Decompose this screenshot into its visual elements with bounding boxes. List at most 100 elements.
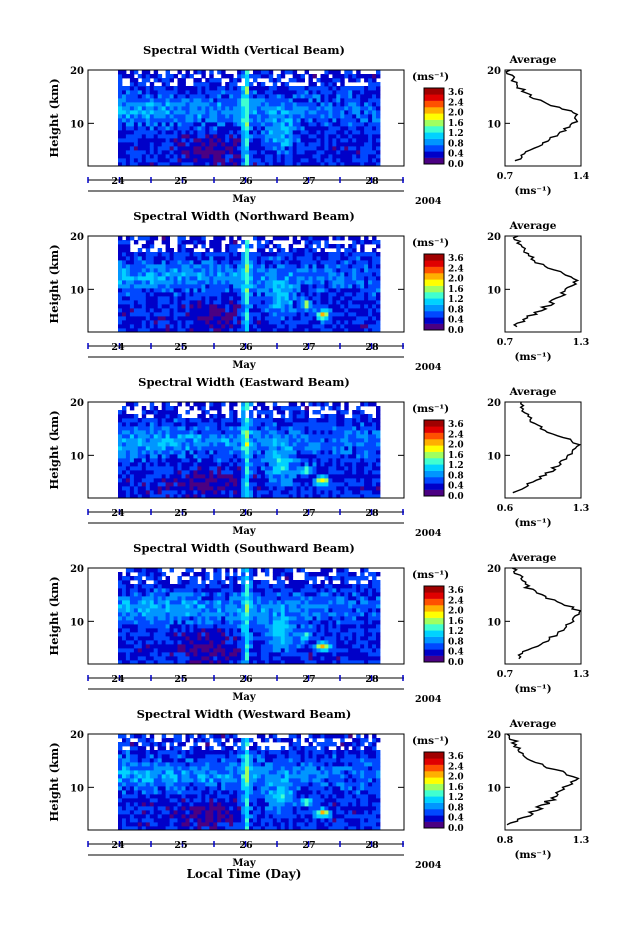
- heatmap-cell: [344, 466, 349, 471]
- heatmap-cell: [356, 114, 361, 119]
- heatmap-cell: [368, 316, 373, 321]
- heatmap-cell: [125, 588, 131, 593]
- heatmap-cell: [225, 82, 230, 87]
- heatmap-cell: [280, 450, 286, 455]
- heatmap-cell: [193, 442, 198, 447]
- heatmap-cell: [260, 142, 266, 147]
- heatmap-cell: [368, 470, 373, 475]
- heatmap-cell: [304, 434, 309, 439]
- heatmap-cell: [260, 162, 266, 167]
- heatmap-cell: [372, 430, 377, 435]
- heatmap-cell: [372, 256, 377, 261]
- heatmap-cell: [133, 264, 139, 269]
- heatmap-cell: [149, 588, 155, 593]
- heatmap-cell: [348, 288, 353, 293]
- heatmap-cell: [122, 490, 127, 495]
- heatmap-cell: [205, 252, 210, 257]
- heatmap-cell: [276, 150, 282, 155]
- heatmap-cell: [328, 446, 333, 451]
- heatmap-cell: [145, 154, 151, 159]
- heatmap-cell: [332, 312, 337, 317]
- month-label: May: [232, 194, 257, 205]
- heatmap-cell: [118, 474, 123, 479]
- heatmap-cell: [137, 122, 143, 127]
- heatmap-cell: [372, 118, 377, 123]
- heatmap-cell: [237, 236, 242, 241]
- heatmap-cell: [280, 292, 286, 297]
- colorbar-segment: [424, 88, 444, 95]
- heatmap-cell: [165, 482, 170, 487]
- heatmap-cell: [253, 418, 258, 423]
- heatmap-cell: [157, 422, 163, 427]
- heatmap-cell: [312, 410, 317, 415]
- heatmap-cell: [272, 316, 278, 321]
- heatmap-cell: [256, 470, 262, 475]
- heatmap-cell: [312, 138, 317, 143]
- heatmap-cell: [118, 486, 123, 491]
- heatmap-cell: [237, 244, 242, 249]
- heatmap-cell: [352, 134, 357, 139]
- heatmap-cell: [316, 422, 321, 427]
- heatmap-cell: [340, 256, 345, 261]
- heatmap-cell: [161, 572, 167, 577]
- heatmap-cell: [376, 130, 381, 135]
- heatmap-cell: [253, 454, 258, 459]
- heatmap-cell: [372, 154, 377, 159]
- heatmap-cell: [177, 118, 182, 123]
- colorbar-tick-label: 2.4: [448, 264, 464, 274]
- heatmap-cell: [292, 110, 298, 115]
- heatmap-cell: [253, 256, 258, 261]
- heatmap-cell: [284, 272, 290, 277]
- heatmap-cell: [280, 296, 286, 301]
- heatmap-cell: [213, 288, 218, 293]
- heatmap-cell: [364, 94, 369, 99]
- heatmap-cell: [304, 462, 309, 467]
- heatmap-cell: [272, 300, 278, 305]
- heatmap-cell: [129, 446, 135, 451]
- heatmap-cell: [276, 162, 282, 167]
- heatmap-cell: [249, 272, 254, 277]
- heatmap-cell: [300, 482, 305, 487]
- heatmap-cell: [352, 430, 357, 435]
- heatmap-cell: [241, 272, 246, 277]
- average-frame: [504, 235, 582, 333]
- heatmap-cell: [181, 454, 186, 459]
- heatmap-cell: [209, 130, 214, 135]
- heatmap-cell: [296, 462, 301, 467]
- heatmap-cell: [217, 292, 222, 297]
- heatmap-cell: [260, 134, 266, 139]
- heatmap-cell: [300, 454, 305, 459]
- heatmap-cell: [165, 410, 170, 415]
- heatmap-cell: [153, 74, 159, 79]
- heatmap-cell: [324, 402, 329, 407]
- heatmap-cell: [256, 414, 262, 419]
- heatmap-cell: [328, 438, 333, 443]
- heatmap-cell: [272, 102, 278, 107]
- heatmap-cell: [296, 252, 301, 257]
- heatmap-cell: [296, 142, 301, 147]
- heatmap-cell: [137, 308, 143, 313]
- heatmap-cell: [316, 162, 321, 167]
- heatmap-cell: [169, 252, 174, 257]
- heatmap-cell: [284, 466, 290, 471]
- heatmap-cell: [352, 438, 357, 443]
- heatmap-cell: [137, 490, 143, 495]
- heatmap-cell: [284, 308, 290, 313]
- heatmap-cell: [173, 442, 178, 447]
- heatmap-cell: [253, 312, 258, 317]
- heatmap-cell: [276, 296, 282, 301]
- heatmap-cell: [137, 94, 143, 99]
- heatmap-cell: [145, 268, 151, 273]
- heatmap-cell: [368, 114, 373, 119]
- heatmap-cell: [336, 470, 341, 475]
- heatmap-cell: [237, 90, 242, 95]
- heatmap-cell: [141, 604, 147, 609]
- heatmap-cell: [185, 422, 190, 427]
- heatmap-cell: [312, 248, 317, 253]
- heatmap-cell: [272, 110, 278, 115]
- colorbar-segment: [424, 432, 444, 440]
- heatmap-cell: [125, 414, 131, 419]
- heatmap-cell: [173, 604, 178, 609]
- heatmap-cell: [320, 154, 325, 159]
- heatmap-cell: [122, 304, 127, 309]
